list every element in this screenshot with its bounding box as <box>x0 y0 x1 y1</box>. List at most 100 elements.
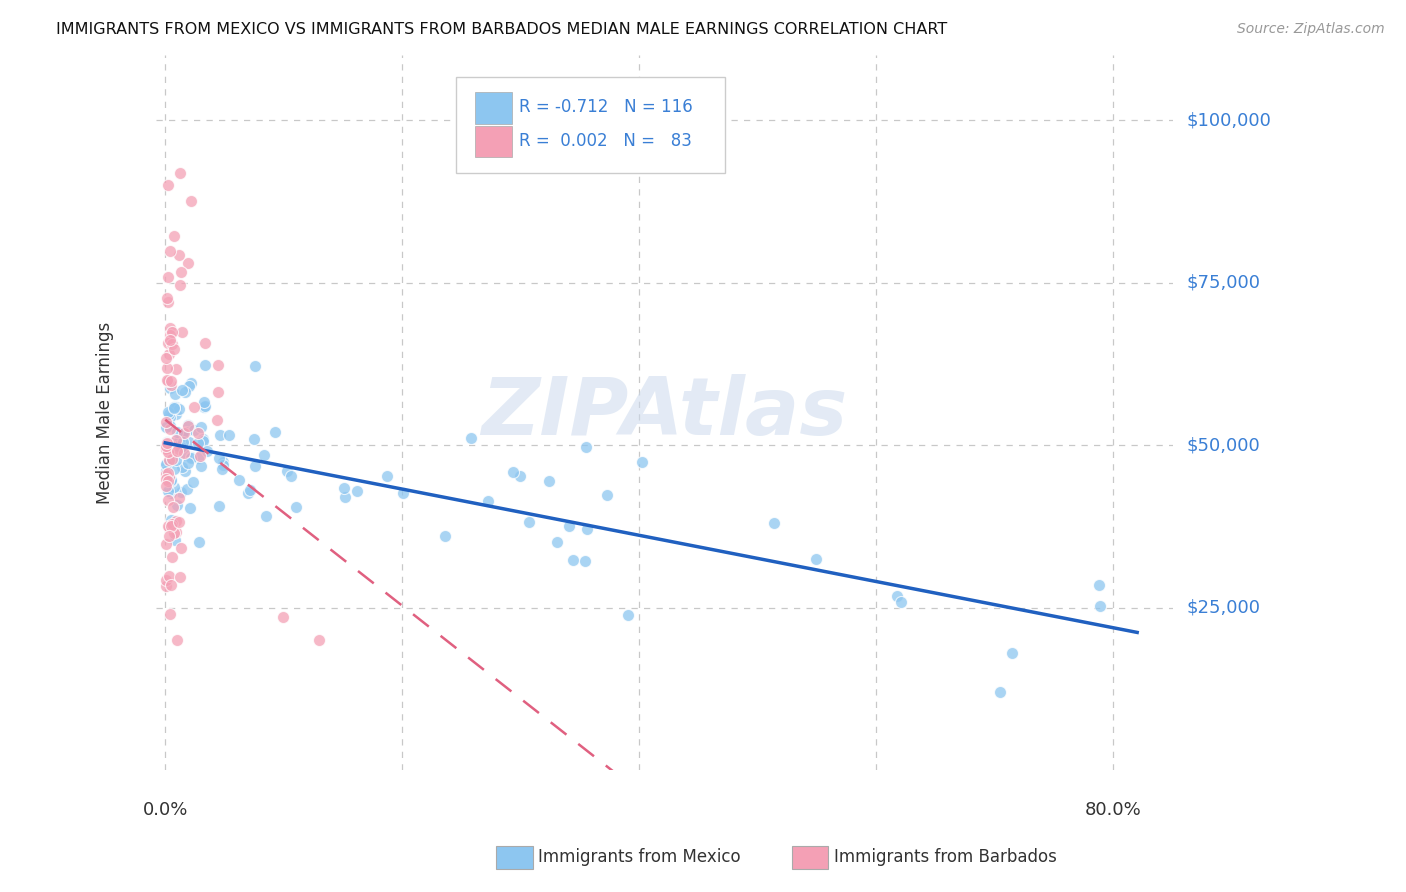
Point <box>179 501 201 516</box>
Point <box>156 291 179 305</box>
Point <box>180 450 202 465</box>
Point <box>155 437 177 451</box>
Point <box>243 458 266 473</box>
Point <box>169 166 191 180</box>
Point <box>163 401 186 415</box>
Point <box>160 517 183 532</box>
Point <box>165 433 187 447</box>
Text: R =  0.002   N =   83: R = 0.002 N = 83 <box>519 132 692 150</box>
Point <box>156 484 179 499</box>
Point <box>156 493 179 508</box>
Point <box>155 415 177 429</box>
Point <box>157 568 180 582</box>
Point <box>156 373 179 387</box>
Point <box>187 451 209 466</box>
Point <box>170 459 193 474</box>
Point <box>243 432 266 446</box>
Point <box>163 387 186 401</box>
Point <box>180 451 202 466</box>
Point <box>546 534 568 549</box>
Point <box>159 321 181 335</box>
Point <box>187 436 209 450</box>
Point <box>165 515 187 529</box>
Point <box>170 440 193 454</box>
Point <box>159 378 181 392</box>
Text: 80.0%: 80.0% <box>1085 801 1142 819</box>
Point <box>194 335 217 350</box>
Point <box>190 420 212 434</box>
Point <box>183 401 205 415</box>
Point <box>160 374 183 388</box>
Point <box>562 553 585 567</box>
Point <box>763 516 786 531</box>
Point <box>538 474 561 488</box>
Point <box>477 494 499 508</box>
Point <box>160 577 183 591</box>
Point <box>165 453 187 467</box>
Point <box>502 466 524 480</box>
Point <box>155 457 177 471</box>
Point <box>157 408 180 422</box>
Point <box>155 439 177 453</box>
Text: $75,000: $75,000 <box>1187 274 1261 292</box>
Point <box>156 466 179 480</box>
Text: $50,000: $50,000 <box>1187 436 1260 454</box>
Point <box>169 277 191 292</box>
Point <box>157 469 180 483</box>
Point <box>346 484 368 499</box>
Point <box>375 468 398 483</box>
Point <box>176 419 198 434</box>
Point <box>157 374 180 388</box>
Point <box>160 513 183 527</box>
Point <box>156 475 179 489</box>
Point <box>212 455 235 469</box>
Point <box>804 551 827 566</box>
Point <box>166 498 188 512</box>
Point <box>163 462 186 476</box>
Point <box>166 444 188 458</box>
Point <box>157 453 180 467</box>
Point <box>163 480 186 494</box>
Point <box>159 244 181 258</box>
Point <box>280 469 302 483</box>
Point <box>160 549 183 564</box>
Point <box>160 435 183 450</box>
Point <box>159 473 181 487</box>
Point <box>179 379 201 393</box>
Point <box>308 633 330 648</box>
Point <box>170 383 193 397</box>
Point <box>166 439 188 453</box>
Point <box>156 361 179 376</box>
Point <box>156 178 179 193</box>
Point <box>193 400 215 414</box>
Point <box>159 410 181 425</box>
Point <box>157 519 180 533</box>
Point <box>156 435 179 450</box>
Point <box>167 515 190 529</box>
Point <box>155 579 177 593</box>
Point <box>886 589 908 603</box>
Text: Median Male Earnings: Median Male Earnings <box>96 322 114 504</box>
Point <box>165 400 187 414</box>
FancyBboxPatch shape <box>456 77 725 173</box>
Point <box>211 462 233 476</box>
Point <box>174 448 197 462</box>
Text: R = -0.712   N = 116: R = -0.712 N = 116 <box>519 98 693 116</box>
Text: Source: ZipAtlas.com: Source: ZipAtlas.com <box>1237 22 1385 37</box>
Point <box>165 408 187 422</box>
Point <box>157 520 180 534</box>
Text: Immigrants from Mexico: Immigrants from Mexico <box>538 848 741 866</box>
Point <box>159 607 181 622</box>
Point <box>208 450 231 465</box>
Point <box>195 443 218 458</box>
FancyBboxPatch shape <box>475 93 512 124</box>
Point <box>173 464 195 478</box>
Point <box>155 467 177 481</box>
Point <box>193 394 215 409</box>
Point <box>156 444 179 458</box>
Point <box>1001 646 1024 660</box>
Point <box>460 431 482 445</box>
Point <box>558 519 581 533</box>
Point <box>173 425 195 440</box>
Point <box>1088 599 1111 614</box>
